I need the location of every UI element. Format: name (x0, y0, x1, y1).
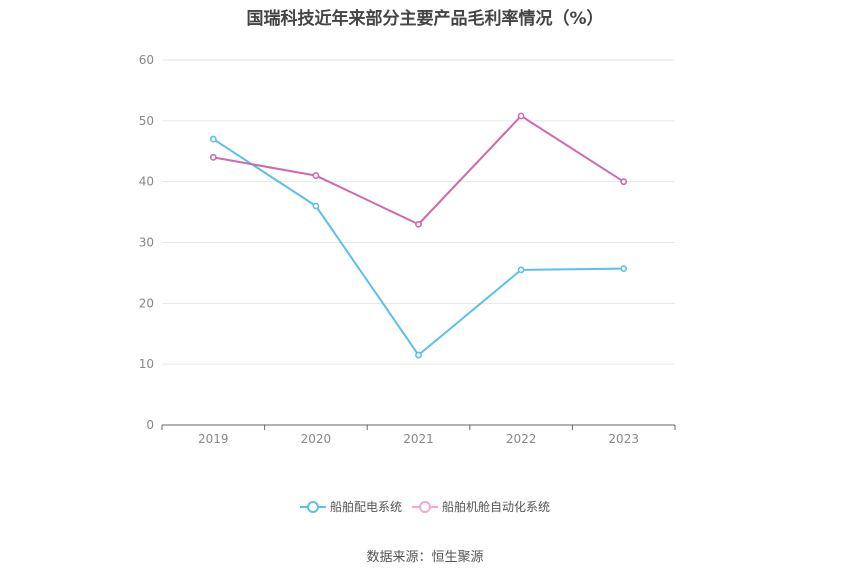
y-tick-label: 0 (146, 418, 154, 432)
series-line-1 (212, 138, 624, 357)
legend[interactable]: 船舶配电系统 船舶机舱自动化系统 (300, 499, 550, 514)
x-axis: 2019 2020 2021 2022 2023 (161, 424, 676, 446)
data-point[interactable] (620, 265, 628, 273)
y-tick-label: 10 (139, 357, 154, 371)
legend-item-1[interactable]: 船舶配电系统 (300, 499, 402, 514)
x-tick-label: 2019 (198, 432, 229, 446)
legend-marker-icon (307, 501, 319, 513)
x-tick-label: 2020 (301, 432, 332, 446)
x-tick-label: 2021 (403, 432, 434, 446)
data-point[interactable] (312, 172, 320, 179)
data-point[interactable] (312, 202, 320, 210)
legend-label: 船舶机舱自动化系统 (442, 499, 550, 514)
y-tick-label: 30 (139, 236, 154, 250)
data-point[interactable] (415, 351, 422, 359)
data-point[interactable] (620, 178, 628, 186)
data-point[interactable] (209, 135, 217, 143)
chart-title: 国瑞科技近年来部分主要产品毛利率情况（%） (246, 9, 604, 29)
y-tick-label: 50 (139, 114, 154, 128)
x-tick-label: 2023 (608, 432, 639, 446)
y-tick-label: 40 (139, 175, 154, 189)
series-line-2 (213, 114, 625, 226)
data-point[interactable] (517, 112, 525, 120)
y-tick-label: 60 (139, 53, 154, 67)
data-point[interactable] (209, 153, 217, 161)
legend-marker-icon (419, 501, 431, 513)
source-note: 数据来源：恒生聚源 (366, 550, 484, 565)
x-tick-label: 2022 (506, 432, 537, 446)
data-point[interactable] (517, 266, 525, 274)
grid-lines (162, 59, 675, 365)
y-axis: 0 10 20 30 40 50 60 (139, 53, 154, 432)
series-group (209, 112, 628, 359)
legend-label: 船舶配电系统 (330, 499, 402, 514)
legend-item-2[interactable]: 船舶机舱自动化系统 (412, 499, 550, 514)
y-tick-label: 20 (139, 296, 154, 310)
data-point[interactable] (415, 220, 422, 228)
